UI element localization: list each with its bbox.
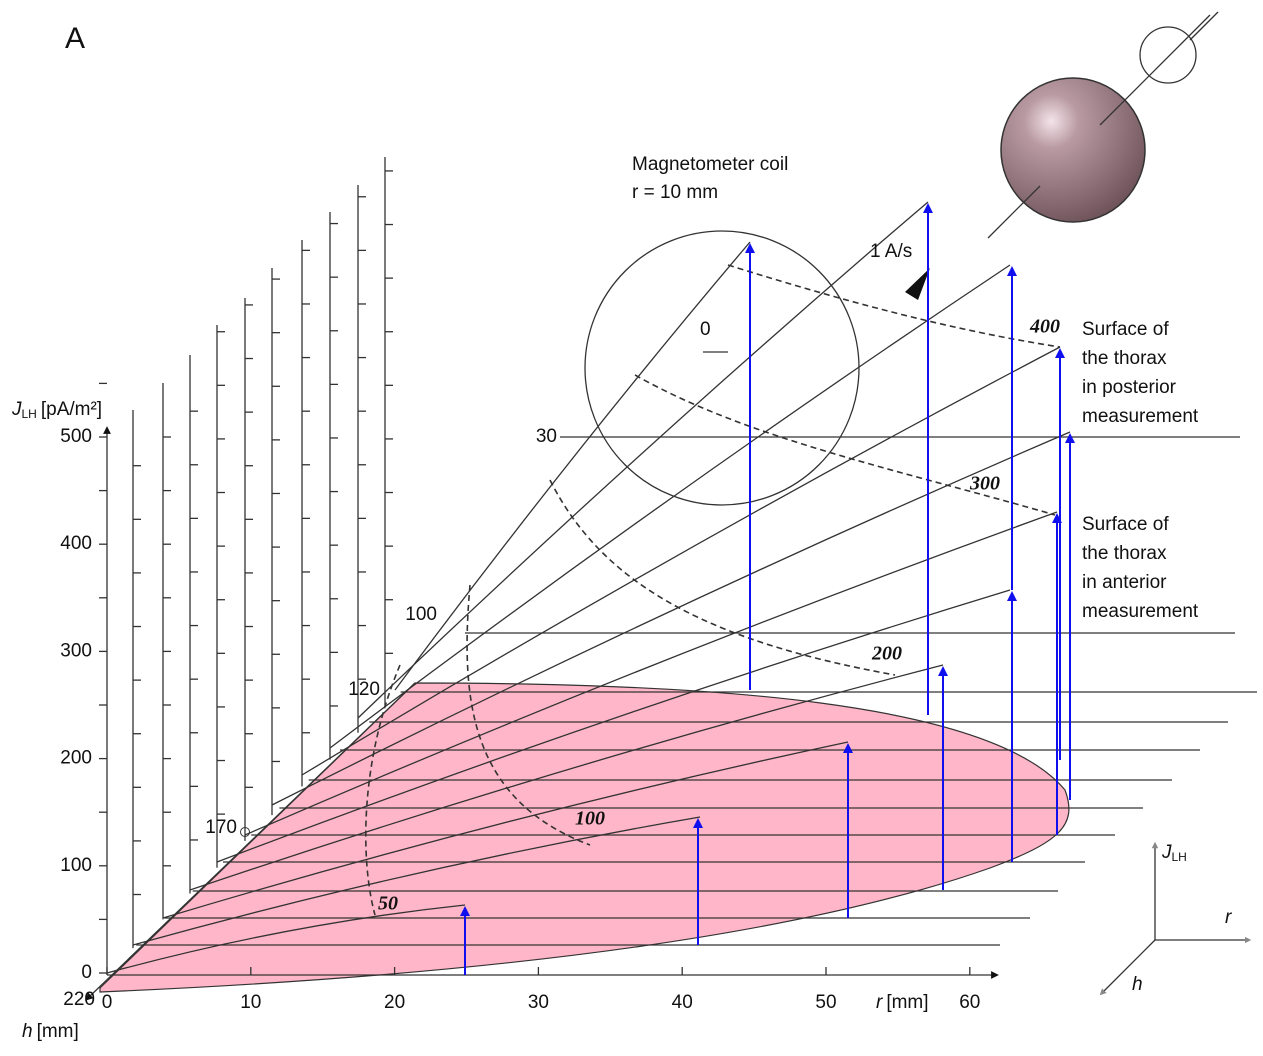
y-tick-label: 0 <box>81 962 92 983</box>
h-tick-label: 220 <box>63 989 95 1010</box>
fan-curve <box>271 431 1071 806</box>
h-tick-label: 120 <box>348 679 380 700</box>
surface-note: Surface of <box>1082 514 1169 535</box>
surface-region <box>99 682 1070 993</box>
contour <box>549 479 896 676</box>
fan-curve <box>106 904 466 974</box>
current-label: 1 A/s <box>870 241 912 262</box>
current-arrow <box>905 268 930 300</box>
sphere <box>1000 77 1146 223</box>
fan-curve <box>301 346 1061 776</box>
surface-note: Surface of <box>1082 319 1169 340</box>
fan-curve <box>189 664 944 891</box>
surface-note: measurement <box>1082 601 1199 622</box>
h-tick-label: 100 <box>405 604 437 625</box>
symbol: J <box>1161 842 1172 863</box>
contour-label: 100 <box>575 808 605 830</box>
rod <box>987 185 1041 239</box>
zero-label: 0 <box>700 319 711 340</box>
coil-title: Magnetometer coil <box>632 154 788 175</box>
subscript: LH <box>22 407 37 421</box>
compass-label: r <box>1225 907 1232 928</box>
fan-curve <box>244 511 1058 836</box>
contour-label: 400 <box>1029 316 1060 338</box>
diagram-geometry <box>85 11 1257 1001</box>
unit: [mm] <box>886 992 928 1013</box>
x-tick-label: 10 <box>240 992 261 1013</box>
fan-curve <box>162 741 849 919</box>
subscript: LH <box>1172 850 1187 864</box>
compass-axis <box>1099 939 1156 996</box>
compass-label: JLH <box>1161 842 1187 864</box>
surface-note: in anterior <box>1082 572 1167 593</box>
surface-note: the thorax <box>1082 543 1167 564</box>
surface-note: measurement <box>1082 406 1199 427</box>
panel-label: A <box>65 22 85 55</box>
contour <box>466 584 591 846</box>
x-tick-label: 0 <box>102 992 113 1013</box>
coil-radius: r = 10 mm <box>632 182 718 203</box>
compass-label: h <box>1132 974 1143 995</box>
fan-curve <box>216 589 1011 863</box>
contour-label: 300 <box>969 473 1000 495</box>
x-tick-label: 40 <box>672 992 693 1013</box>
rod <box>1099 14 1211 126</box>
surface-note: in posterior <box>1082 377 1177 398</box>
fan-curve <box>132 816 701 946</box>
x-tick-label: 60 <box>959 992 980 1013</box>
x-tick-label: 20 <box>384 992 405 1013</box>
unit: [pA/m²] <box>41 399 102 420</box>
h-axis-label: h [mm] <box>22 1021 79 1042</box>
symbol: h <box>22 1021 33 1042</box>
coil-circle <box>584 230 860 506</box>
contour <box>634 374 1056 516</box>
unit: [mm] <box>37 1021 79 1042</box>
r-axis-label: r [mm] <box>876 992 929 1013</box>
fan-curve <box>357 201 929 719</box>
surface-note: the thorax <box>1082 348 1167 369</box>
contour <box>365 664 401 916</box>
symbol: J <box>11 399 22 420</box>
y-tick-label: 100 <box>60 855 92 876</box>
contour <box>727 264 1061 348</box>
x-tick-label: 50 <box>815 992 836 1013</box>
symbol: r <box>876 992 883 1013</box>
y-tick-label: 500 <box>60 426 92 447</box>
dial <box>1139 26 1197 84</box>
x-tick-label: 30 <box>528 992 549 1013</box>
rod <box>1189 11 1219 41</box>
contour-label: 200 <box>871 643 902 665</box>
y-tick-label: 300 <box>60 640 92 661</box>
fan-curve <box>394 241 751 691</box>
y-tick-label: 200 <box>60 748 92 769</box>
fan-curve <box>329 264 1011 749</box>
h-tick-label: 30 <box>536 426 557 447</box>
j-axis-label: JLH [pA/m²] <box>11 399 102 421</box>
h-tick-label: 170 <box>205 817 237 838</box>
contour-label: 50 <box>378 893 398 915</box>
y-tick-label: 400 <box>60 533 92 554</box>
